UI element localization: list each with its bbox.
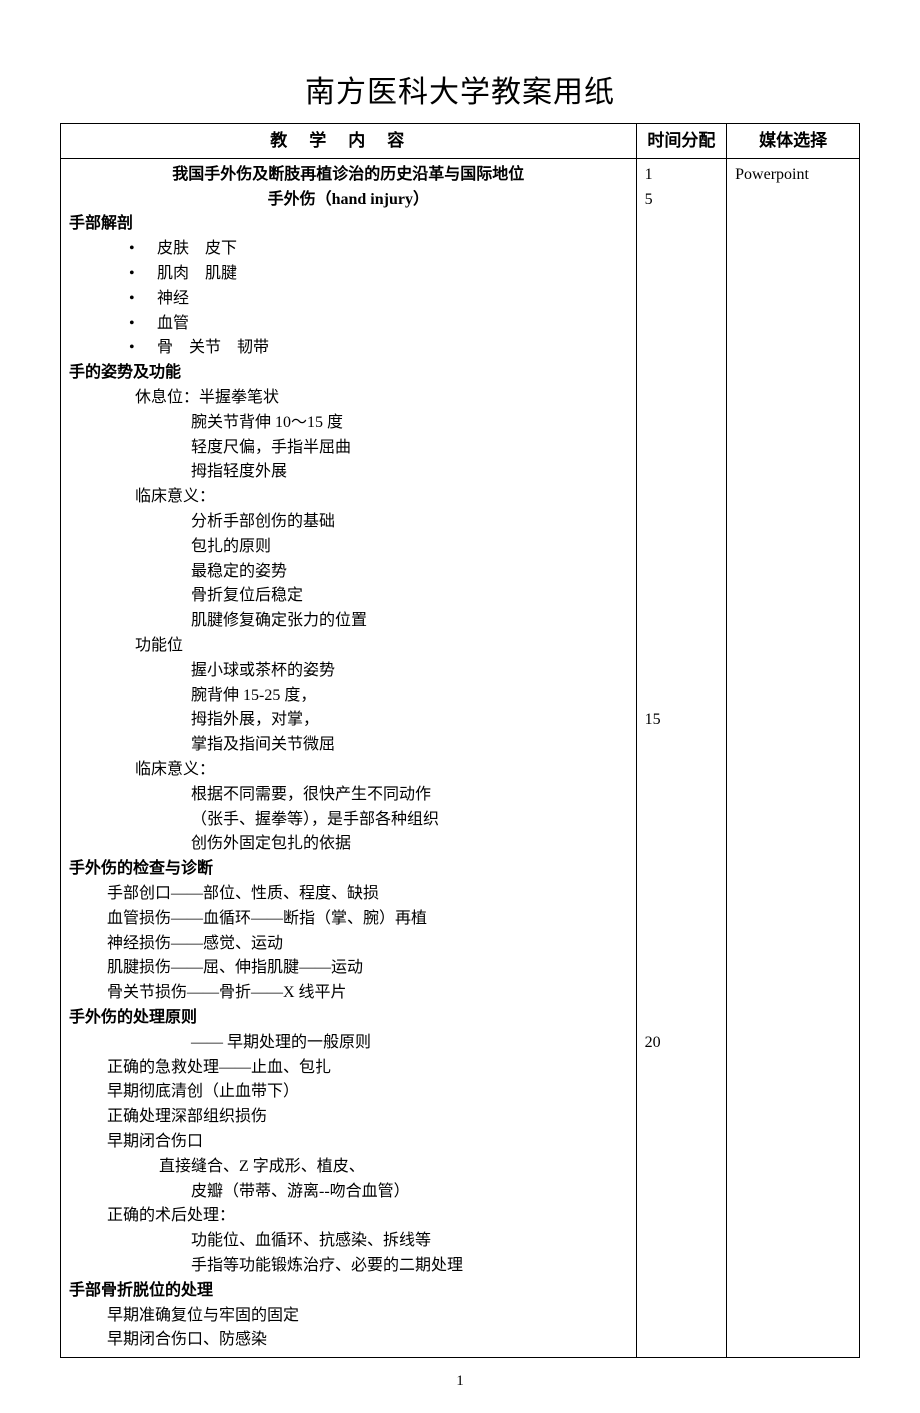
time-spacer <box>645 733 719 1031</box>
postop-label: 正确的术后处理： <box>69 1204 628 1229</box>
text-line: 正确的急救处理——止血、包扎 <box>69 1056 628 1081</box>
text-line: （张手、握拳等），是手部各种组织 <box>69 808 628 833</box>
text-line: 拇指轻度外展 <box>69 460 628 485</box>
media-value: Powerpoint <box>735 163 851 188</box>
text-line: 腕关节背伸 10～15 度 <box>69 411 628 436</box>
list-item: 血管 <box>129 312 628 337</box>
text-line: 早期准确复位与牢固的固定 <box>69 1304 628 1329</box>
page-title: 南方医科大学教案用纸 <box>60 70 860 117</box>
time-value: 5 <box>645 188 719 213</box>
text-line: 分析手部创伤的基础 <box>69 510 628 535</box>
text-line: 早期闭合伤口 <box>69 1130 628 1155</box>
text-line: 神经损伤——感觉、运动 <box>69 932 628 957</box>
text-line: 手指等功能锻炼治疗、必要的二期处理 <box>69 1254 628 1279</box>
text-line: 轻度尺偏，手指半屈曲 <box>69 436 628 461</box>
text-line: 拇指外展，对掌， <box>69 708 628 733</box>
anatomy-list: 皮肤 皮下 肌肉 肌腱 神经 血管 骨 关节 韧带 <box>69 237 628 361</box>
functional-position-label: 功能位 <box>69 634 628 659</box>
lesson-table: 教学内容 时间分配 媒体选择 我国手外伤及断肢再植诊治的历史沿革与国际地位 手外… <box>60 123 860 1359</box>
time-value: 15 <box>645 708 719 733</box>
section-fracture: 手部骨折脱位的处理 <box>69 1279 628 1304</box>
page-number: 1 <box>60 1370 860 1393</box>
section-principle: 手外伤的处理原则 <box>69 1006 628 1031</box>
time-cell: 1 5 15 20 <box>636 158 727 1357</box>
section-exam: 手外伤的检查与诊断 <box>69 857 628 882</box>
text-line: 功能位、血循环、抗感染、拆线等 <box>69 1229 628 1254</box>
text-line: 直接缝合、Z 字成形、植皮、 <box>69 1155 628 1180</box>
time-value: 1 <box>645 163 719 188</box>
list-item: 肌肉 肌腱 <box>129 262 628 287</box>
text-line: 包扎的原则 <box>69 535 628 560</box>
media-cell: Powerpoint <box>727 158 860 1357</box>
text-line: 握小球或茶杯的姿势 <box>69 659 628 684</box>
text-line: 肌腱损伤——屈、伸指肌腱——运动 <box>69 956 628 981</box>
text-line: 掌指及指间关节微屈 <box>69 733 628 758</box>
section-anatomy: 手部解剖 <box>69 212 628 237</box>
col-header-time: 时间分配 <box>636 123 727 158</box>
text-line: 创伤外固定包扎的依据 <box>69 832 628 857</box>
rest-position-label: 休息位：半握拳笔状 <box>69 386 628 411</box>
time-spacer <box>645 212 719 708</box>
col-header-media: 媒体选择 <box>727 123 860 158</box>
text-line: 早期闭合伤口、防感染 <box>69 1328 628 1353</box>
list-item: 神经 <box>129 287 628 312</box>
clinical-meaning-1: 临床意义： <box>69 485 628 510</box>
principle-subhead: —— 早期处理的一般原则 <box>69 1031 628 1056</box>
list-item: 皮肤 皮下 <box>129 237 628 262</box>
text-line: 手部创口——部位、性质、程度、缺损 <box>69 882 628 907</box>
clinical-meaning-2: 临床意义： <box>69 758 628 783</box>
text-line: 皮瓣（带蒂、游离--吻合血管） <box>69 1180 628 1205</box>
col-header-content: 教学内容 <box>61 123 637 158</box>
text-line: 骨折复位后稳定 <box>69 584 628 609</box>
time-value: 20 <box>645 1031 719 1056</box>
text-line: 骨关节损伤——骨折——X 线平片 <box>69 981 628 1006</box>
text-line: 血管损伤——血循环——断指（掌、腕）再植 <box>69 907 628 932</box>
heading-hand-injury: 手外伤（hand injury） <box>69 188 628 213</box>
text-line: 最稳定的姿势 <box>69 560 628 585</box>
text-line: 早期彻底清创（止血带下） <box>69 1080 628 1105</box>
heading-history: 我国手外伤及断肢再植诊治的历史沿革与国际地位 <box>69 163 628 188</box>
section-posture: 手的姿势及功能 <box>69 361 628 386</box>
text-line: 根据不同需要，很快产生不同动作 <box>69 783 628 808</box>
content-cell: 我国手外伤及断肢再植诊治的历史沿革与国际地位 手外伤（hand injury） … <box>61 158 637 1357</box>
text-line: 腕背伸 15-25 度， <box>69 684 628 709</box>
list-item: 骨 关节 韧带 <box>129 336 628 361</box>
text-line: 正确处理深部组织损伤 <box>69 1105 628 1130</box>
text-line: 肌腱修复确定张力的位置 <box>69 609 628 634</box>
